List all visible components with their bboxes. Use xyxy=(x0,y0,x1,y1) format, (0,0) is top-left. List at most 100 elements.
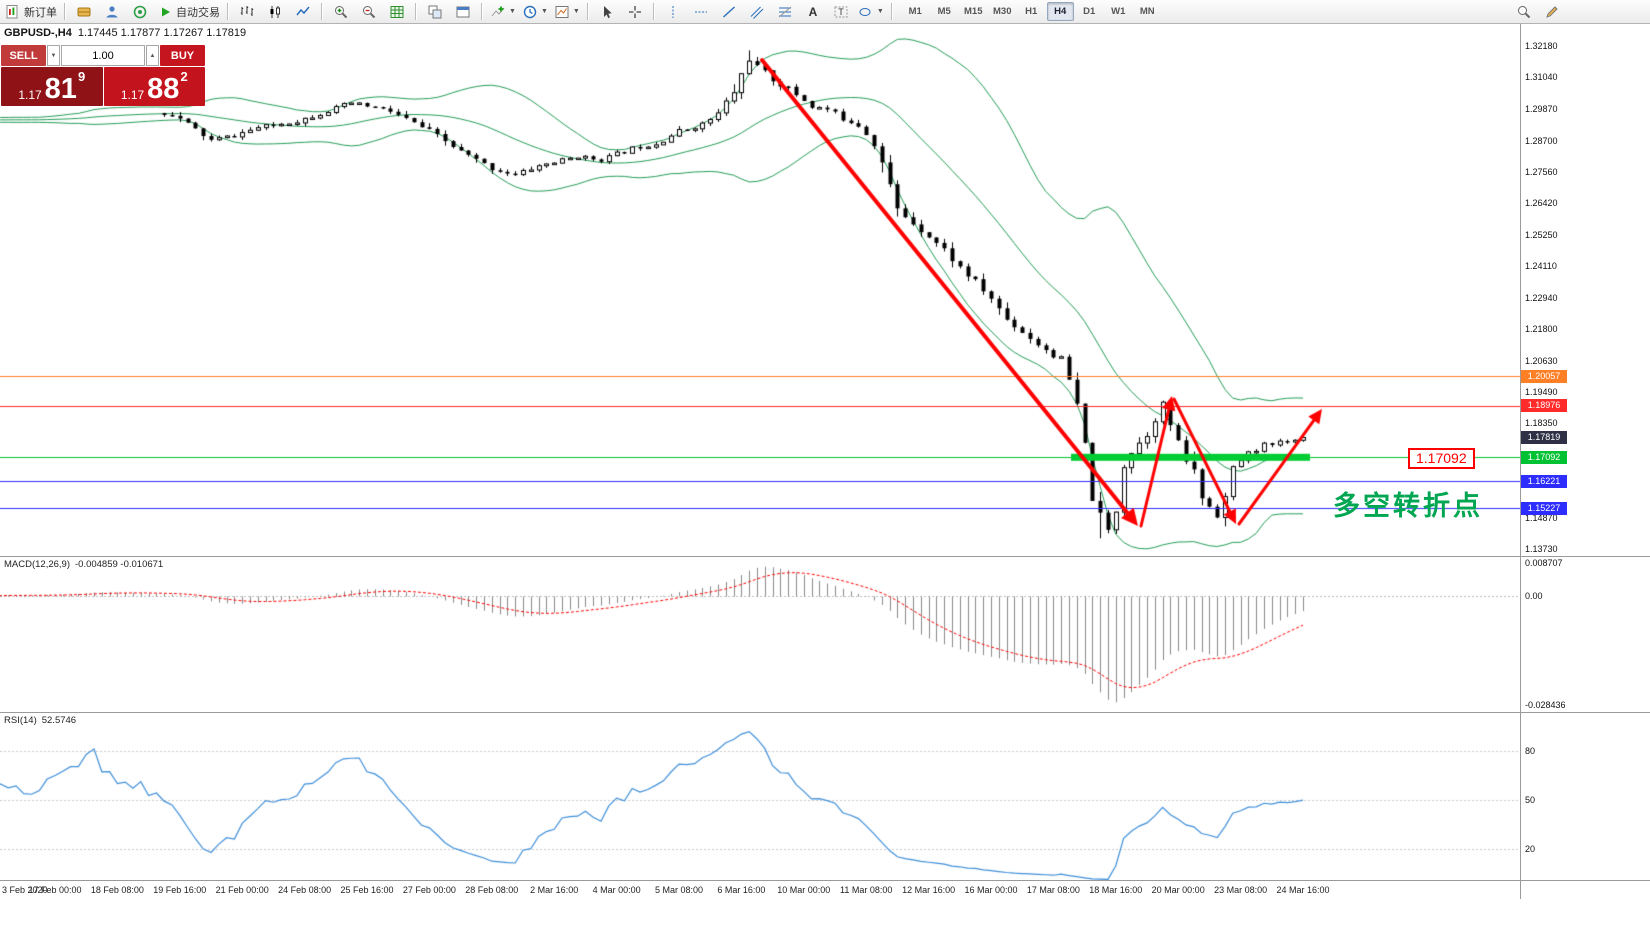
crosshair-button[interactable] xyxy=(621,2,649,22)
zoom-out-button[interactable] xyxy=(355,2,383,22)
bar-chart-button[interactable] xyxy=(233,2,261,22)
cascade-windows-button[interactable] xyxy=(449,2,477,22)
price-tag-1.17819: 1.17819 xyxy=(1521,430,1567,444)
price-axis-divider xyxy=(1520,24,1521,899)
volume-decrement-button[interactable]: ▼ xyxy=(47,45,60,66)
vertical-line-tool-button[interactable] xyxy=(659,2,687,22)
sell-price-integer: 1.17 xyxy=(18,88,42,102)
main-chart-canvas[interactable] xyxy=(0,24,1520,556)
sell-price-point: 9 xyxy=(77,69,86,84)
panel-divider[interactable] xyxy=(0,556,1650,557)
volume-increment-button[interactable]: ▲ xyxy=(146,45,159,66)
toolbar-separator xyxy=(227,3,229,20)
timeframe-button-H1[interactable]: H1 xyxy=(1025,6,1038,17)
timeframe-button-M1[interactable]: M1 xyxy=(908,6,922,17)
date-axis-label: 6 Mar 16:00 xyxy=(717,885,766,895)
ohlc-values: 1.17445 1.17877 1.17267 1.17819 xyxy=(77,27,247,39)
zoom-in-icon xyxy=(335,5,348,18)
orders-button[interactable] xyxy=(70,2,98,22)
panel-divider[interactable] xyxy=(0,712,1650,713)
macd-axis-label: -0.028436 xyxy=(1525,699,1566,710)
text-label-icon: T xyxy=(834,6,848,17)
orders-icon xyxy=(77,7,91,16)
toolbar-separator xyxy=(586,3,589,20)
price-axis-label: 1.26420 xyxy=(1525,198,1558,209)
volume-input[interactable] xyxy=(61,45,145,66)
caret-down-icon: ▼ xyxy=(572,8,580,15)
search-button[interactable] xyxy=(1510,2,1538,22)
trendline-tool-button[interactable] xyxy=(715,2,743,22)
periods-button[interactable]: ▼ xyxy=(519,2,551,22)
price-axis-label: 1.14870 xyxy=(1525,512,1558,523)
channel-tool-button[interactable] xyxy=(743,2,771,22)
price-level-label[interactable]: 1.17092 xyxy=(1408,448,1475,469)
timeframe-button-M30[interactable]: M30 xyxy=(993,6,1012,17)
tile-windows-button[interactable] xyxy=(421,2,449,22)
community-button[interactable] xyxy=(126,2,154,22)
sell-price-pips: 81 xyxy=(44,73,77,105)
templates-button[interactable]: ▼ xyxy=(551,2,583,22)
rsi-name: RSI(14) xyxy=(4,715,37,726)
timeframe-button-M5[interactable]: M5 xyxy=(937,6,951,17)
sell-button[interactable]: SELL xyxy=(1,45,46,66)
sell-price-box[interactable]: 1.17 81 9 xyxy=(1,67,103,106)
label-tool-button[interactable]: T xyxy=(827,2,855,22)
timeframe-button-W1[interactable]: W1 xyxy=(1111,6,1126,17)
cursor-button[interactable] xyxy=(593,2,621,22)
line-chart-button[interactable] xyxy=(289,2,317,22)
zoom-in-button[interactable] xyxy=(327,2,355,22)
timeframe-button-D1[interactable]: D1 xyxy=(1083,6,1096,17)
toolbar-right-group xyxy=(1510,2,1566,22)
timeframe-button-M15[interactable]: M15 xyxy=(964,6,983,17)
date-axis-label: 17 Mar 08:00 xyxy=(1026,885,1080,895)
svg-text:T: T xyxy=(838,7,844,17)
channel-icon xyxy=(750,6,764,19)
rsi-indicator-canvas[interactable] xyxy=(0,713,1520,880)
candlestick-chart-button[interactable] xyxy=(261,2,289,22)
fibonacci-icon xyxy=(778,6,792,17)
price-axis-label: 1.19490 xyxy=(1525,386,1558,397)
panel-divider xyxy=(0,880,1650,881)
chart-title: GBPUSD-,H4 1.17445 1.17877 1.17267 1.1781… xyxy=(4,27,246,39)
macd-axis-label: 0.00 xyxy=(1525,591,1543,601)
new-order-button[interactable]: 新订单 xyxy=(2,2,60,22)
macd-name: MACD(12,26,9) xyxy=(4,559,70,570)
timeframe-button-MN[interactable]: MN xyxy=(1139,6,1155,17)
price-axis-label: 1.27560 xyxy=(1525,166,1558,177)
price-axis-label: 1.22940 xyxy=(1525,292,1558,303)
autotrading-label: 自动交易 xyxy=(176,6,220,19)
price-axis-label: 1.21800 xyxy=(1525,323,1558,334)
date-axis-label: 20 Mar 00:00 xyxy=(1151,885,1205,895)
buy-price-integer: 1.17 xyxy=(120,88,145,102)
edit-button[interactable] xyxy=(1538,2,1566,22)
buy-button[interactable]: BUY xyxy=(160,45,205,66)
annotation-text-cn[interactable]: 多空转折点 xyxy=(1333,491,1483,521)
macd-indicator-canvas[interactable] xyxy=(0,557,1520,712)
timeframe-group: M1 M5 M15 M30 H1 H4 D1 W1 MN xyxy=(901,2,1162,21)
price-tag-1.20057: 1.20057 xyxy=(1521,369,1567,383)
profile-button[interactable] xyxy=(98,2,126,22)
new-order-label: 新订单 xyxy=(24,6,57,19)
bar-chart-icon xyxy=(240,5,254,16)
autotrading-button[interactable]: 自动交易 xyxy=(154,2,223,22)
price-axis-label: 1.18350 xyxy=(1525,418,1558,428)
date-axis-label: 27 Feb 00:00 xyxy=(402,885,456,895)
date-axis-label: 28 Feb 08:00 xyxy=(465,885,519,895)
indicators-button[interactable]: ▼ xyxy=(487,2,519,22)
horizontal-line-tool-button[interactable] xyxy=(687,2,715,22)
date-axis-label: 24 Feb 08:00 xyxy=(278,885,332,895)
date-axis-label: 16 Mar 00:00 xyxy=(964,885,1018,895)
shapes-tool-button[interactable]: ▼ xyxy=(855,2,887,22)
date-axis-label: 18 Mar 16:00 xyxy=(1089,885,1143,895)
price-tag-1.15227: 1.15227 xyxy=(1521,501,1567,515)
buy-price-box[interactable]: 1.17 88 2 xyxy=(103,67,205,106)
fibonacci-tool-button[interactable] xyxy=(771,2,799,22)
timeframe-button-H4[interactable]: H4 xyxy=(1046,2,1074,21)
price-axis-label: 1.25250 xyxy=(1525,229,1558,240)
caret-down-icon: ▼ xyxy=(876,8,884,15)
candlestick-chart-icon xyxy=(270,5,280,18)
text-tool-button[interactable]: A xyxy=(799,2,827,22)
grid-button[interactable] xyxy=(383,2,411,22)
price-axis-label: 1.28700 xyxy=(1525,135,1558,146)
